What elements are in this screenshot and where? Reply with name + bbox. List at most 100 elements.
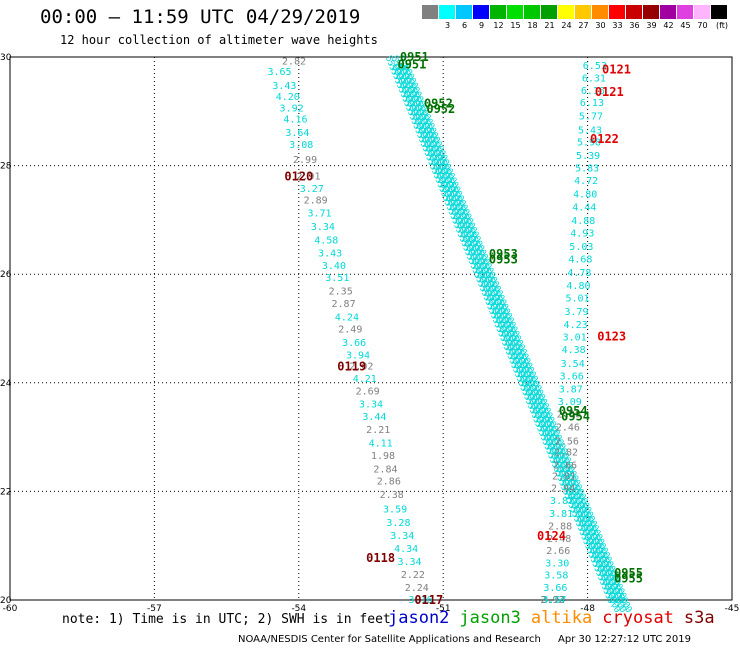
chart-note: note: 1) Time is in UTC; 2) SWH is in fe… <box>62 612 391 627</box>
colorbar-label: 12 <box>493 21 504 30</box>
wave-height-label: 4.21 <box>353 374 377 385</box>
wave-height-label: 3.58 <box>544 571 568 582</box>
wave-height-label: 3.66 <box>560 371 584 382</box>
wave-height-label: 3.94 <box>346 351 370 362</box>
colorbar-cell: 33 <box>609 5 626 30</box>
pass-time-label: 0955 <box>614 571 643 585</box>
wave-height-label: 3.43 <box>318 249 342 260</box>
wave-height-label: 6.16 <box>581 86 605 97</box>
x-tick-label: -60 <box>3 604 18 614</box>
satellite-legend-item: s3a <box>683 608 715 628</box>
colorbar-label: 18 <box>527 21 538 30</box>
wave-height-label: 2.21 <box>366 425 390 436</box>
colorbar-label: 24 <box>561 21 572 30</box>
wave-height-label: 2.86 <box>377 477 401 488</box>
pass-time-label: 0951 <box>400 50 429 64</box>
wave-height-label: 3.66 <box>342 338 366 349</box>
wave-height-label: 5.39 <box>576 151 600 162</box>
wave-height-label: 3.71 <box>307 208 331 219</box>
colorbar-swatch <box>626 5 643 19</box>
y-tick-label: 30 <box>0 53 12 63</box>
satellite-legend-item: jason2 <box>388 608 450 628</box>
wave-height-label: 3.34 <box>397 557 421 568</box>
wave-height-label: 5.83 <box>575 163 599 174</box>
pass-time-label: 0953 <box>489 247 518 261</box>
colorbar-cell: 9 <box>473 5 490 30</box>
colorbar-swatch <box>660 5 677 19</box>
colorbar-swatch <box>558 5 575 19</box>
wave-height-label: 4.34 <box>394 544 418 555</box>
colorbar-unit: (ft) <box>716 21 729 30</box>
colorbar-swatch <box>439 5 456 19</box>
colorbar-cell <box>711 5 728 30</box>
wave-height-label: 2.24 <box>405 583 429 594</box>
pass-time-label: 0952 <box>426 102 455 116</box>
wave-height-label: 2.38 <box>380 490 404 501</box>
colorbar-cell: 18 <box>524 5 541 30</box>
x-tick-label: -57 <box>147 604 162 614</box>
colorbar-label: 70 <box>697 21 708 30</box>
wave-height-label: 4.24 <box>335 313 359 324</box>
wave-height-label: 2.48 <box>547 534 571 545</box>
wave-height-label: 4.80 <box>566 281 590 292</box>
plot-frame <box>9 56 733 601</box>
wave-height-label: 2.89 <box>304 195 328 206</box>
wave-height-label: 2.46 <box>556 422 580 433</box>
wave-height-label: 4.93 <box>570 228 594 239</box>
colorbar-cell: 70 <box>694 5 711 30</box>
wave-height-label: 2.66 <box>546 546 570 557</box>
y-tick-label: 22 <box>0 487 11 497</box>
wave-height-label: 4.72 <box>574 176 598 187</box>
colorbar-label: 27 <box>578 21 589 30</box>
wave-height-label: 3.34 <box>359 400 383 411</box>
wave-height-label: 2.80 <box>557 409 581 420</box>
pass-time-label: 0952 <box>424 97 453 111</box>
pass-time-label: 0955 <box>614 566 643 580</box>
wave-height-label: 2.81 <box>552 472 576 483</box>
wave-height-label: 4.44 <box>572 202 596 213</box>
colorbar-label: 9 <box>478 21 485 30</box>
wave-height-colorbar: 3 6 9 12 15 18 21 24 27 30 33 36 39 42 45 70 <box>422 5 728 30</box>
colorbar-cell: 30 <box>592 5 609 30</box>
wave-height-label: 4.38 <box>562 345 586 356</box>
colorbar-label: 3 <box>444 21 451 30</box>
pass-time-label: 0122 <box>590 132 619 146</box>
footer-center: NOAA/NESDIS Center for Satellite Applica… <box>238 634 541 645</box>
wave-height-label: 3.59 <box>383 504 407 515</box>
wave-height-label: 2.92 <box>540 595 564 606</box>
wave-height-label: 3.28 <box>386 518 410 529</box>
wave-height-label: 2.69 <box>356 386 380 397</box>
wave-height-label: 2.02 <box>349 362 373 373</box>
pass-time-label: 0124 <box>537 529 566 543</box>
wave-height-label: 3.74 <box>541 595 565 606</box>
pass-time-label: 0121 <box>595 85 624 99</box>
wave-height-label: 3.92 <box>280 104 304 115</box>
wave-height-label: 2.87 <box>332 299 356 310</box>
wave-height-label: 4.78 <box>567 268 591 279</box>
wave-height-label: 2.94 <box>551 484 575 495</box>
wave-height-label: 6.13 <box>580 98 604 109</box>
colorbar-cell: 3 <box>439 5 456 30</box>
wave-height-label: 5.03 <box>569 242 593 253</box>
colorbar-swatch <box>490 5 507 19</box>
wave-height-label: 6.31 <box>582 74 606 85</box>
wave-height-label: 5.43 <box>578 125 602 136</box>
wave-height-label: 6.53 <box>583 61 607 72</box>
pass-time-label: 0954 <box>559 404 588 418</box>
pass-time-label: 0118 <box>366 551 395 565</box>
wave-height-label: 2.82 <box>554 447 578 458</box>
wave-height-label: 3.66 <box>543 583 567 594</box>
wave-height-label: 4.80 <box>573 189 597 200</box>
wave-height-label: 3.08 <box>289 140 313 151</box>
wave-height-label: 4.88 <box>571 216 595 227</box>
colorbar-swatch <box>694 5 711 19</box>
satellite-legend-item: altika <box>530 608 593 628</box>
wave-height-label: 2.22 <box>401 570 425 581</box>
wave-height-label: 3.40 <box>322 261 346 272</box>
colorbar-label: 33 <box>612 21 623 30</box>
colorbar-cell: 36 <box>626 5 643 30</box>
wave-height-label: 3.81 <box>549 509 573 520</box>
colorbar-swatch <box>473 5 490 19</box>
wave-height-label: 4.23 <box>564 320 588 331</box>
